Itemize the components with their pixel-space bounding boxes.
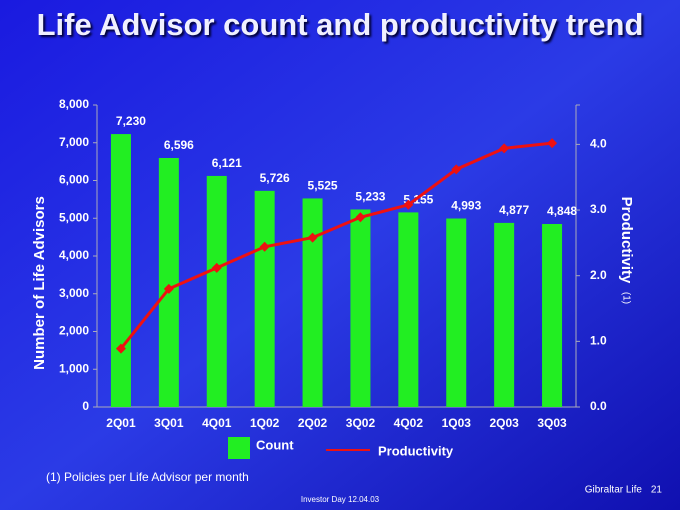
y2-tick-label: 4.0	[590, 137, 607, 151]
x-tick-label: 2Q02	[298, 416, 328, 430]
bar	[542, 223, 563, 407]
line-marker	[115, 343, 126, 354]
y-tick-label: 4,000	[59, 248, 89, 262]
bar	[494, 222, 515, 407]
x-tick-label: 4Q01	[202, 416, 232, 430]
y-tick-label: 3,000	[59, 286, 89, 300]
footnote: (1) Policies per Life Advisor per month	[46, 470, 249, 484]
line-marker	[259, 241, 270, 252]
line-marker	[403, 199, 414, 210]
bar	[206, 175, 227, 407]
y2-tick-label: 1.0	[590, 334, 607, 348]
value-label: 6,596	[164, 138, 194, 152]
y2-axis-title: Productivity	[618, 197, 635, 284]
line-marker	[355, 212, 366, 223]
value-label: 5,525	[308, 179, 338, 193]
page-number: 21	[651, 485, 663, 496]
x-tick-label: 3Q02	[346, 416, 376, 430]
x-tick-label: 2Q01	[106, 416, 136, 430]
bar	[398, 212, 419, 407]
legend-label: Productivity	[378, 443, 454, 458]
y-tick-label: 6,000	[59, 173, 89, 187]
line-marker	[499, 143, 510, 154]
y2-tick-label: 2.0	[590, 268, 607, 282]
title: Life Advisor count and productivity tren…	[36, 7, 644, 42]
x-tick-label: 3Q03	[537, 416, 567, 430]
bar	[446, 218, 467, 407]
line-marker	[451, 164, 462, 175]
legend-swatch	[228, 437, 250, 459]
y-tick-label: 2,000	[59, 324, 89, 338]
value-label: 5,726	[260, 171, 290, 185]
company: Gibraltar Life	[585, 485, 643, 496]
bar	[302, 198, 323, 407]
x-tick-label: 3Q01	[154, 416, 184, 430]
bar	[254, 190, 275, 407]
value-label: 4,848	[547, 204, 577, 218]
y2-axis-note: (1)	[620, 292, 631, 304]
y-tick-label: 1,000	[59, 361, 89, 375]
x-tick-label: 1Q02	[250, 416, 280, 430]
y-tick-label: 8,000	[59, 97, 89, 111]
footer: Investor Day 12.04.03	[301, 495, 380, 504]
value-label: 6,121	[212, 156, 242, 170]
y-tick-label: 7,000	[59, 135, 89, 149]
legend-label: Count	[256, 437, 294, 452]
x-tick-label: 1Q03	[442, 416, 472, 430]
bar	[158, 158, 179, 407]
y2-tick-label: 0.0	[590, 399, 607, 413]
x-tick-label: 2Q03	[489, 416, 519, 430]
value-label: 4,877	[499, 203, 529, 217]
y-axis-title: Number of Life Advisors	[31, 196, 48, 370]
x-tick-label: 4Q02	[394, 416, 424, 430]
value-label: 5,233	[355, 190, 385, 204]
y-tick-label: 5,000	[59, 210, 89, 224]
bar	[110, 134, 131, 407]
value-label: 4,993	[451, 199, 481, 213]
y-tick-label: 0	[82, 399, 89, 413]
y2-tick-label: 3.0	[590, 202, 607, 216]
line-marker	[163, 283, 174, 294]
value-label: 7,230	[116, 114, 146, 128]
bar	[350, 209, 371, 407]
line-marker	[307, 232, 318, 243]
line	[119, 141, 553, 350]
line-marker	[211, 262, 222, 273]
line-marker	[547, 138, 558, 149]
